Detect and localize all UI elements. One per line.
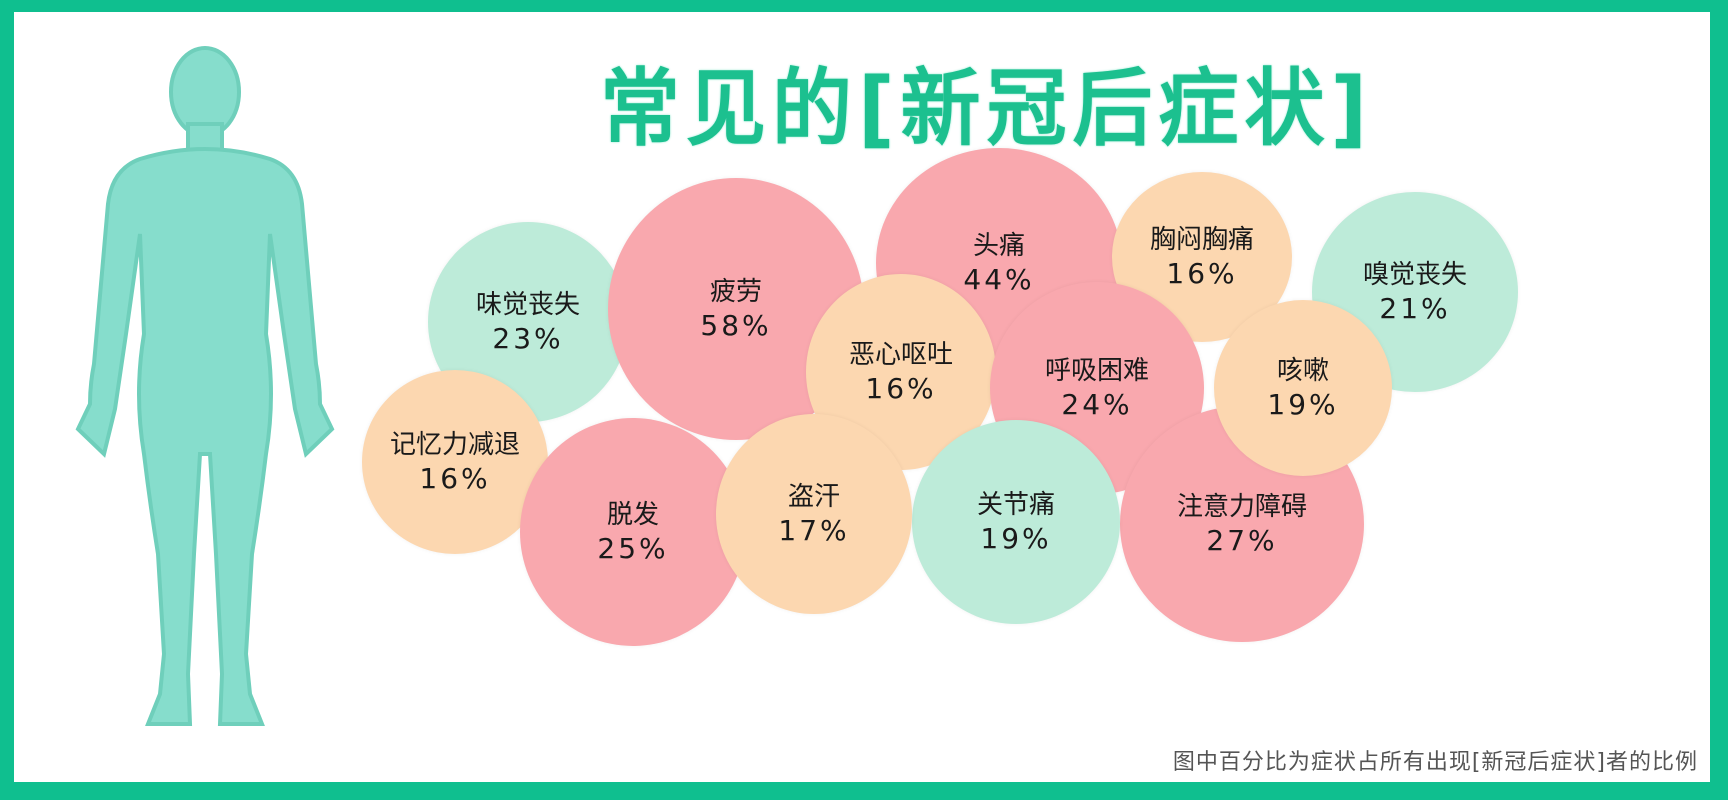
bubble-label: 头痛 (972, 231, 1025, 261)
bubble-value: 16% (1166, 257, 1238, 290)
bubble-label: 盗汗 (787, 482, 840, 512)
page-title: 常见的[新冠后症状] (600, 60, 1374, 158)
bubble-label: 呼吸困难 (1044, 356, 1149, 386)
bubble-night-sweats: 盗汗 17% (716, 414, 912, 614)
bubble-hair-loss: 脱发 25% (520, 418, 746, 646)
bubble-label: 嗅觉丧失 (1362, 260, 1467, 290)
bubble-value: 44% (963, 263, 1035, 296)
bubble-value: 17% (778, 514, 850, 547)
bubble-label: 味觉丧失 (475, 290, 580, 320)
bubble-value: 23% (492, 322, 564, 355)
bubble-value: 27% (1206, 524, 1278, 557)
bubble-label: 疲劳 (709, 277, 762, 307)
bubble-value: 21% (1379, 292, 1451, 325)
human-body-figure-icon (75, 46, 335, 726)
bubble-joint-pain: 关节痛 19% (912, 420, 1120, 624)
bubble-value: 19% (1267, 388, 1339, 421)
bubble-label: 关节痛 (976, 490, 1055, 520)
bubble-value: 16% (419, 462, 491, 495)
bubble-value: 25% (597, 532, 669, 565)
bubble-label: 记忆力减退 (389, 430, 520, 460)
bubble-label: 恶心呕吐 (848, 340, 953, 370)
bubble-cough: 咳嗽 19% (1214, 300, 1392, 476)
bubble-label: 咳嗽 (1276, 356, 1329, 386)
bubble-value: 16% (865, 372, 937, 405)
footnote: 图中百分比为症状占所有出现[新冠后症状]者的比例 (1172, 750, 1698, 775)
bubble-value: 19% (980, 522, 1052, 555)
bubble-label: 胸闷胸痛 (1149, 225, 1254, 255)
bubble-value: 24% (1061, 388, 1133, 421)
bubble-label: 注意力障碍 (1176, 492, 1307, 522)
bubble-value: 58% (700, 309, 772, 342)
bubble-memory-decline: 记忆力减退 16% (362, 370, 548, 554)
bubble-fatigue: 疲劳 58% (608, 178, 864, 440)
bubble-label: 脱发 (606, 500, 659, 530)
